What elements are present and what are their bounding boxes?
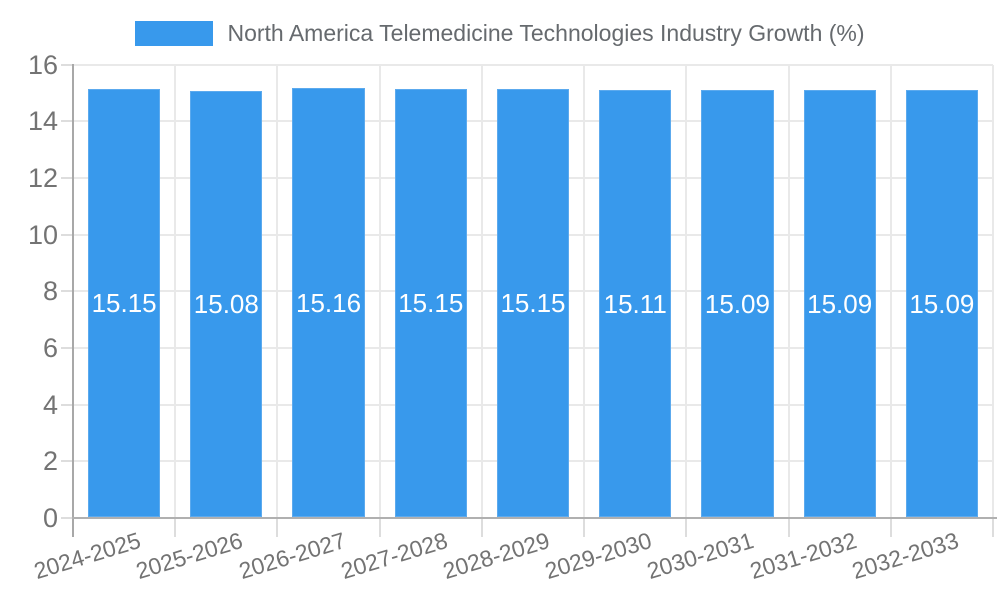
bar[interactable] — [394, 88, 467, 517]
y-tick — [61, 290, 73, 293]
x-tick — [685, 519, 688, 537]
y-tick-label: 16 — [27, 49, 58, 80]
x-tick — [787, 519, 790, 537]
y-tick-label: 14 — [27, 106, 58, 137]
x-tick — [174, 519, 177, 537]
x-tick — [72, 519, 74, 537]
v-gridline — [378, 64, 381, 518]
y-tick-label: 4 — [42, 389, 58, 420]
v-gridline — [787, 64, 790, 518]
y-tick — [61, 460, 73, 463]
y-tick — [61, 120, 73, 123]
v-gridline — [992, 64, 994, 518]
v-gridline — [174, 64, 177, 518]
legend-swatch — [135, 20, 214, 46]
legend-label: North America Telemedicine Technologies … — [227, 19, 865, 46]
h-gridline — [73, 63, 993, 66]
v-gridline — [685, 64, 688, 518]
v-gridline — [276, 64, 279, 518]
y-axis-line — [72, 63, 74, 519]
bar[interactable] — [88, 88, 161, 517]
bar[interactable] — [701, 90, 774, 517]
x-tick — [378, 519, 381, 537]
bar[interactable] — [599, 89, 672, 517]
bar[interactable] — [905, 90, 978, 517]
v-gridline — [480, 64, 483, 518]
bar[interactable] — [496, 88, 570, 517]
x-tick — [583, 519, 586, 537]
chart-legend[interactable]: North America Telemedicine Technologies … — [0, 14, 1000, 52]
x-tick — [480, 519, 483, 537]
x-tick — [992, 519, 994, 537]
y-tick-label: 10 — [27, 219, 58, 250]
y-tick — [61, 403, 73, 406]
y-tick — [61, 347, 73, 349]
x-tick — [889, 519, 892, 537]
bar[interactable] — [190, 90, 263, 517]
bar[interactable] — [292, 88, 365, 517]
y-tick — [61, 233, 73, 236]
x-tick — [276, 519, 279, 537]
y-tick — [61, 63, 73, 66]
bar[interactable] — [803, 90, 876, 517]
y-tick-label: 0 — [42, 503, 58, 533]
y-tick-label: 2 — [42, 446, 58, 477]
y-tick — [61, 517, 73, 519]
v-gridline — [583, 64, 586, 518]
y-tick — [61, 177, 73, 180]
y-tick-label: 8 — [42, 276, 58, 307]
y-tick-label: 6 — [42, 333, 58, 363]
x-axis-line — [72, 517, 997, 519]
v-gridline — [889, 64, 892, 518]
y-tick-label: 12 — [27, 163, 58, 194]
